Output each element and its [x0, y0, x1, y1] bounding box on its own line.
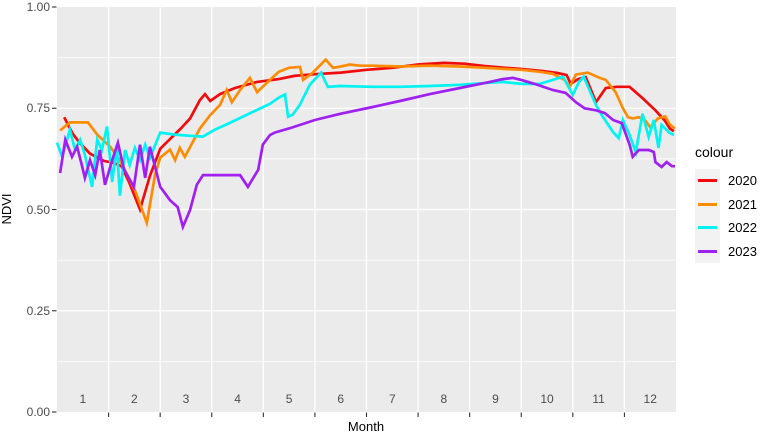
x-tick-label: 3: [182, 392, 190, 406]
legend-entry-2022: 2022: [695, 216, 757, 240]
legend-entries: 2020 2021 2022 2023: [695, 169, 757, 263]
legend-entry-2021: 2021: [695, 192, 757, 216]
legend: colour 2020 2021 2022 2023: [695, 144, 757, 263]
y-tick-label: 0.75: [26, 101, 50, 116]
x-tick-label: 4: [234, 392, 241, 406]
legend-key-swatch: [695, 169, 720, 193]
legend-key-swatch: [695, 216, 720, 240]
x-tick-label: 9: [492, 392, 499, 406]
legend-key-swatch: [695, 192, 720, 216]
x-tick-label: 12: [643, 392, 657, 406]
x-tick-label: 11: [592, 392, 605, 406]
legend-label: 2021: [728, 196, 757, 212]
x-tick-label: 10: [540, 392, 554, 406]
series-line-2022: [55, 70, 675, 196]
legend-key-line: [698, 249, 717, 253]
legend-label: 2020: [728, 173, 757, 189]
legend-key-line: [698, 202, 717, 206]
legend-key-line: [698, 179, 717, 183]
series-line-2023: [58, 76, 675, 232]
x-tick-label: 5: [285, 392, 293, 406]
legend-title: colour: [695, 144, 734, 160]
x-tick-label: 6: [337, 392, 345, 406]
legend-entry-2023: 2023: [695, 239, 757, 263]
legend-label: 2022: [728, 220, 757, 236]
x-tick-label: 8: [440, 392, 448, 406]
x-tick-label: 7: [388, 392, 396, 406]
y-tick-label: 0.00: [26, 405, 50, 419]
legend-entry-2020: 2020: [695, 169, 757, 193]
legend-label: 2023: [728, 243, 757, 259]
x-axis-title: Month: [347, 419, 385, 434]
series-line-2021: [59, 57, 676, 229]
y-axis-title: NDVI: [0, 193, 14, 225]
y-tick-label: 0.50: [26, 202, 50, 217]
series-line-2020: [62, 61, 675, 214]
x-tick-label: 2: [131, 392, 138, 406]
x-tick-label: 1: [79, 392, 87, 406]
legend-key-swatch: [695, 239, 720, 263]
y-tick-label: 1.00: [26, 0, 50, 14]
y-tick-label: 0.25: [26, 303, 50, 318]
legend-key-line: [698, 226, 717, 230]
